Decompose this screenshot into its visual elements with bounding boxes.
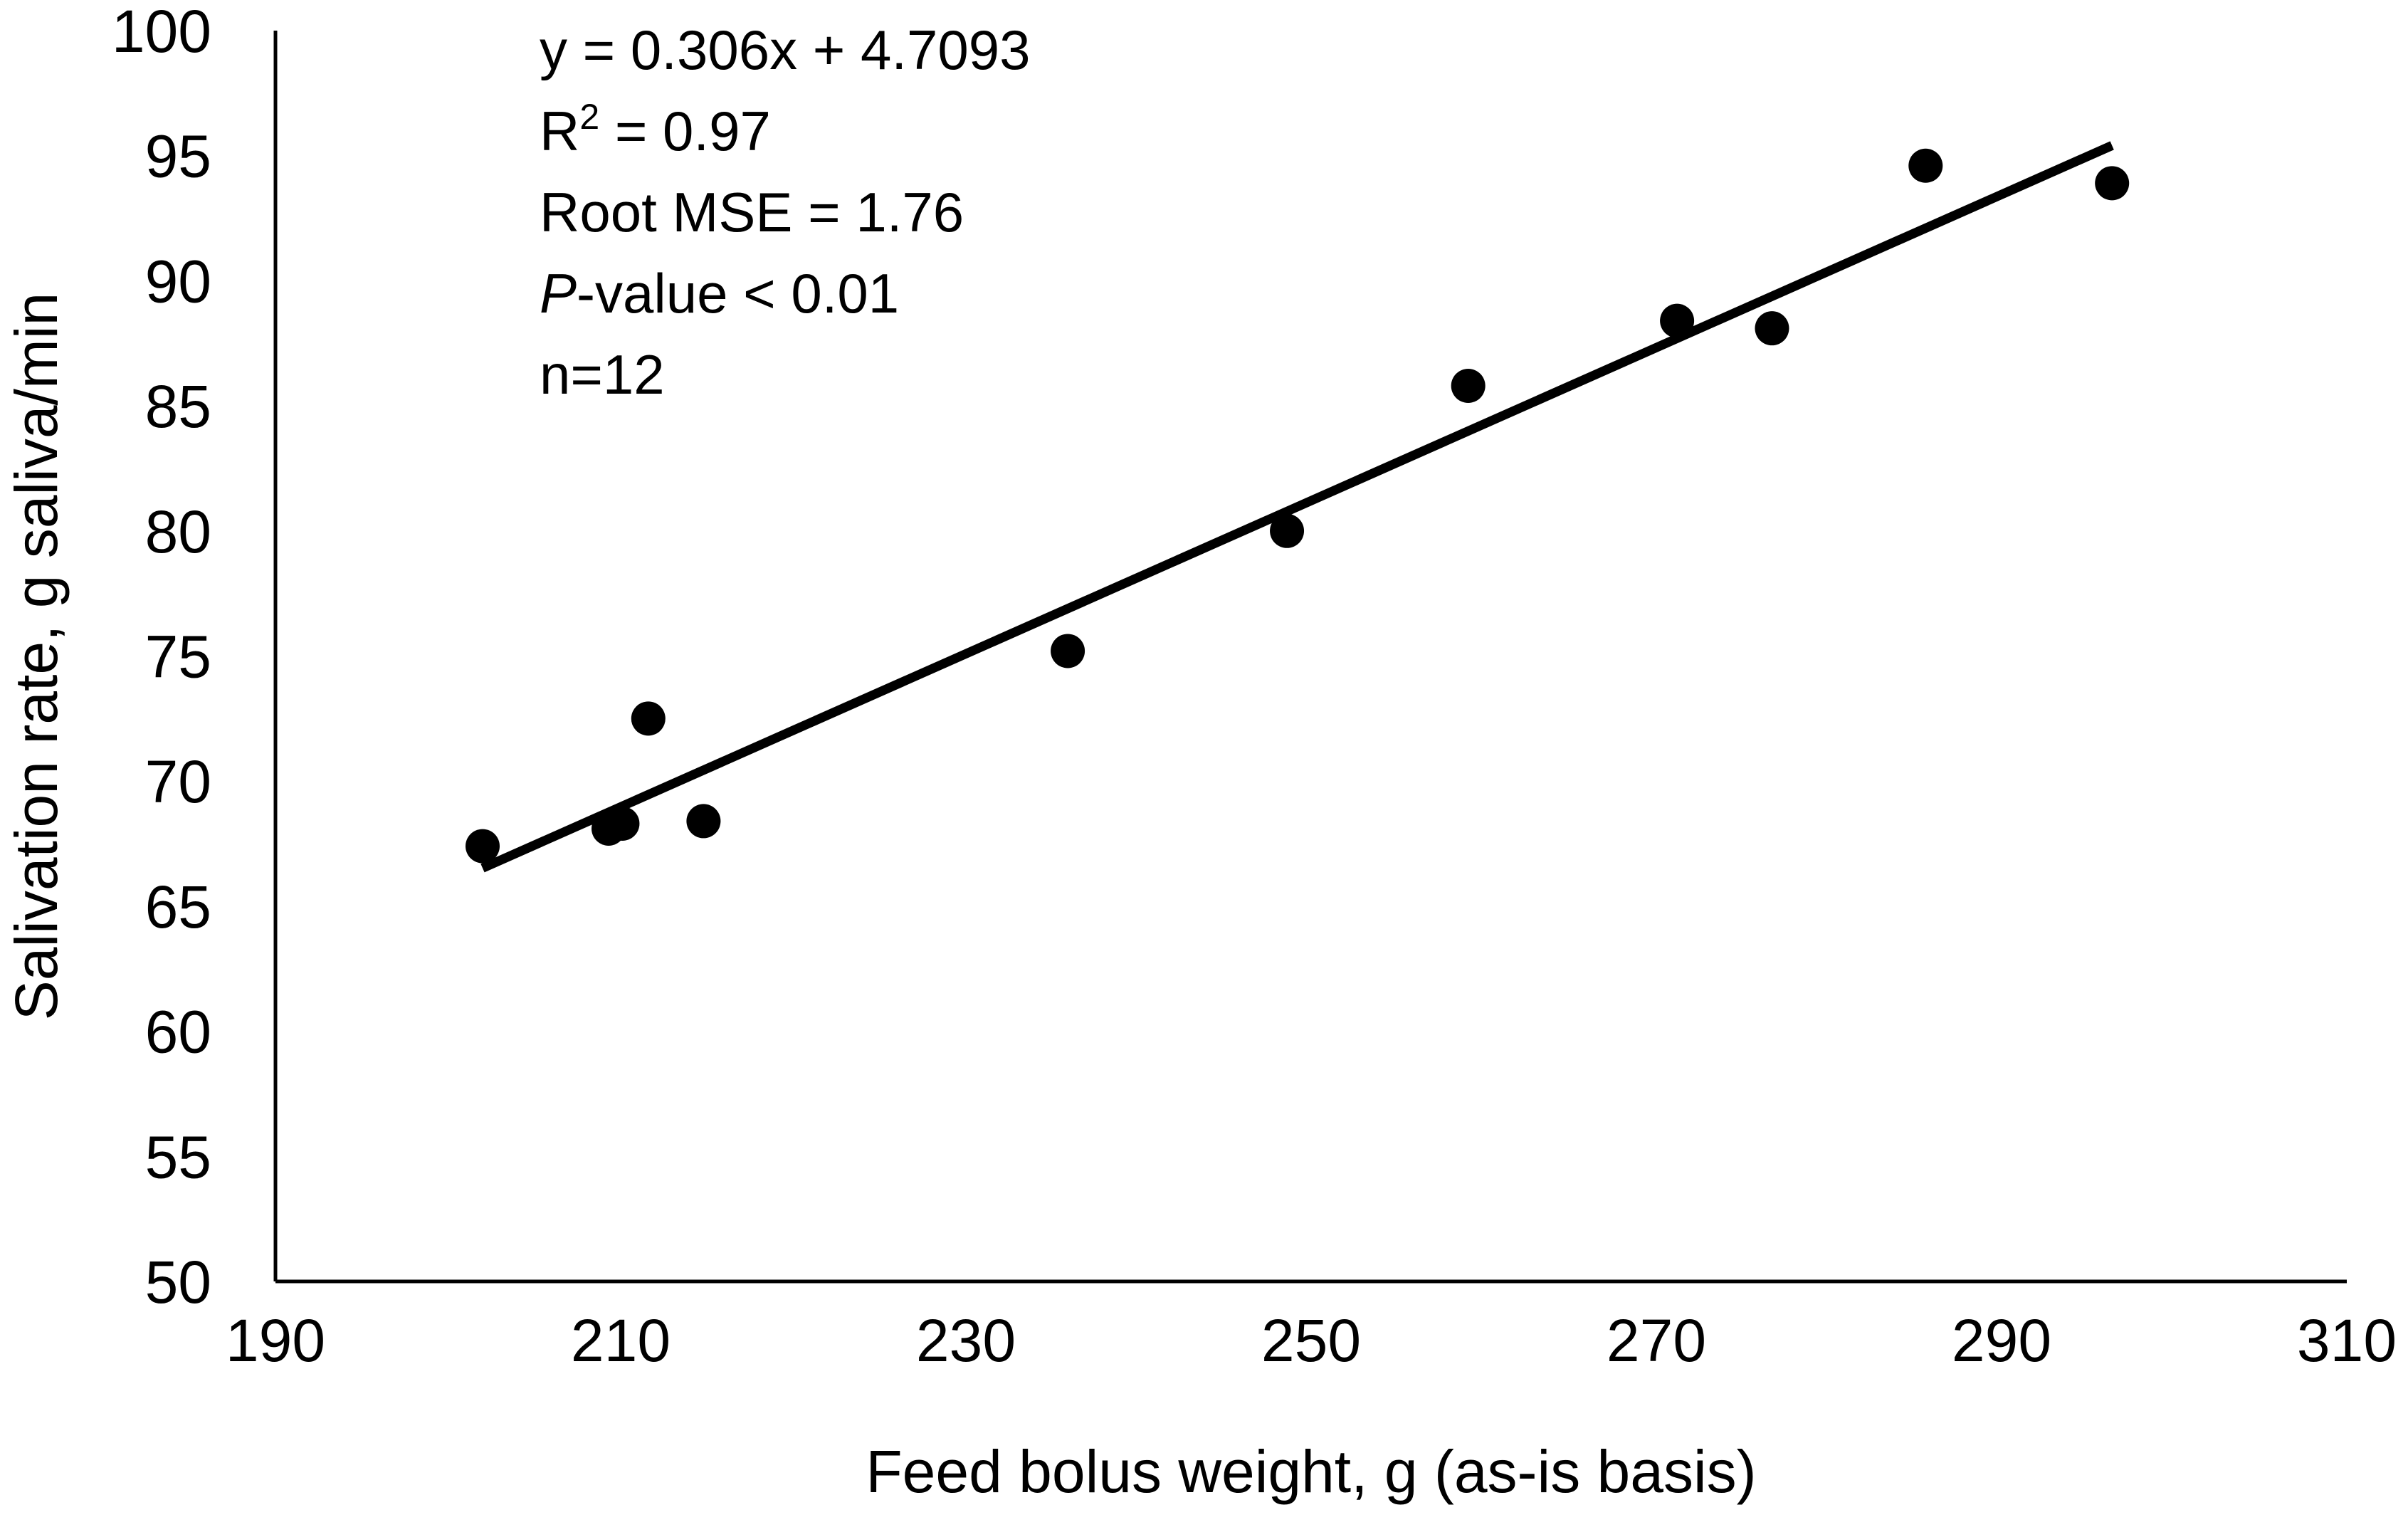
data-point xyxy=(605,806,640,841)
data-point xyxy=(631,701,666,736)
axes xyxy=(273,31,2347,1284)
x-tick-label: 310 xyxy=(2297,1307,2397,1374)
y-tick-label: 90 xyxy=(145,248,211,315)
x-tick-label: 230 xyxy=(916,1307,1016,1374)
data-points xyxy=(466,148,2130,864)
trendline xyxy=(480,141,2114,873)
data-point xyxy=(1451,368,1486,403)
y-tick-labels: 50 55 60 65 70 75 80 85 90 95 100 xyxy=(112,0,211,1316)
regression-annotation: y = 0.306x + 4.7093 R2 = 0.97 Root MSE =… xyxy=(540,19,1031,406)
r-squared-prefix: R xyxy=(540,100,579,162)
p-value-rest: -value < 0.01 xyxy=(577,262,899,325)
x-tick-label: 210 xyxy=(571,1307,671,1374)
p-value-italic-p: P xyxy=(540,262,577,325)
y-tick-label: 55 xyxy=(145,1123,211,1190)
y-tick-label: 85 xyxy=(145,373,211,440)
r-squared-text: R2 = 0.97 xyxy=(540,97,771,162)
y-tick-label: 70 xyxy=(145,748,211,815)
y-tick-label: 80 xyxy=(145,498,211,565)
n-count-text: n=12 xyxy=(540,343,665,406)
y-tick-label: 60 xyxy=(145,999,211,1066)
data-point xyxy=(686,804,721,839)
data-point xyxy=(1270,513,1305,548)
x-tick-label: 290 xyxy=(1952,1307,2051,1374)
y-tick-label: 95 xyxy=(145,123,211,190)
x-axis-title: Feed bolus weight, g (as-is basis) xyxy=(866,1438,1756,1505)
data-point xyxy=(1051,634,1085,668)
data-point xyxy=(1660,303,1695,338)
p-value-text: P-value < 0.01 xyxy=(540,262,899,325)
x-tick-label: 270 xyxy=(1607,1307,1706,1374)
y-tick-label: 100 xyxy=(112,0,211,65)
data-point xyxy=(1755,311,1789,346)
y-axis-title: Salivation rate, g saliva/min xyxy=(3,293,70,1020)
x-tick-label: 250 xyxy=(1261,1307,1361,1374)
y-tick-label: 50 xyxy=(145,1249,211,1316)
root-mse-text: Root MSE = 1.76 xyxy=(540,181,964,243)
data-point xyxy=(2095,166,2130,201)
x-tick-label: 190 xyxy=(226,1307,325,1374)
equation-text: y = 0.306x + 4.7093 xyxy=(540,19,1031,81)
y-tick-label: 75 xyxy=(145,624,211,691)
r-squared-value: = 0.97 xyxy=(599,100,771,162)
r-squared-superscript: 2 xyxy=(579,97,599,137)
data-point xyxy=(466,829,500,864)
y-tick-label: 65 xyxy=(145,874,211,940)
data-point xyxy=(1908,148,1943,183)
x-tick-labels: 190 210 230 250 270 290 310 xyxy=(226,1307,2397,1374)
